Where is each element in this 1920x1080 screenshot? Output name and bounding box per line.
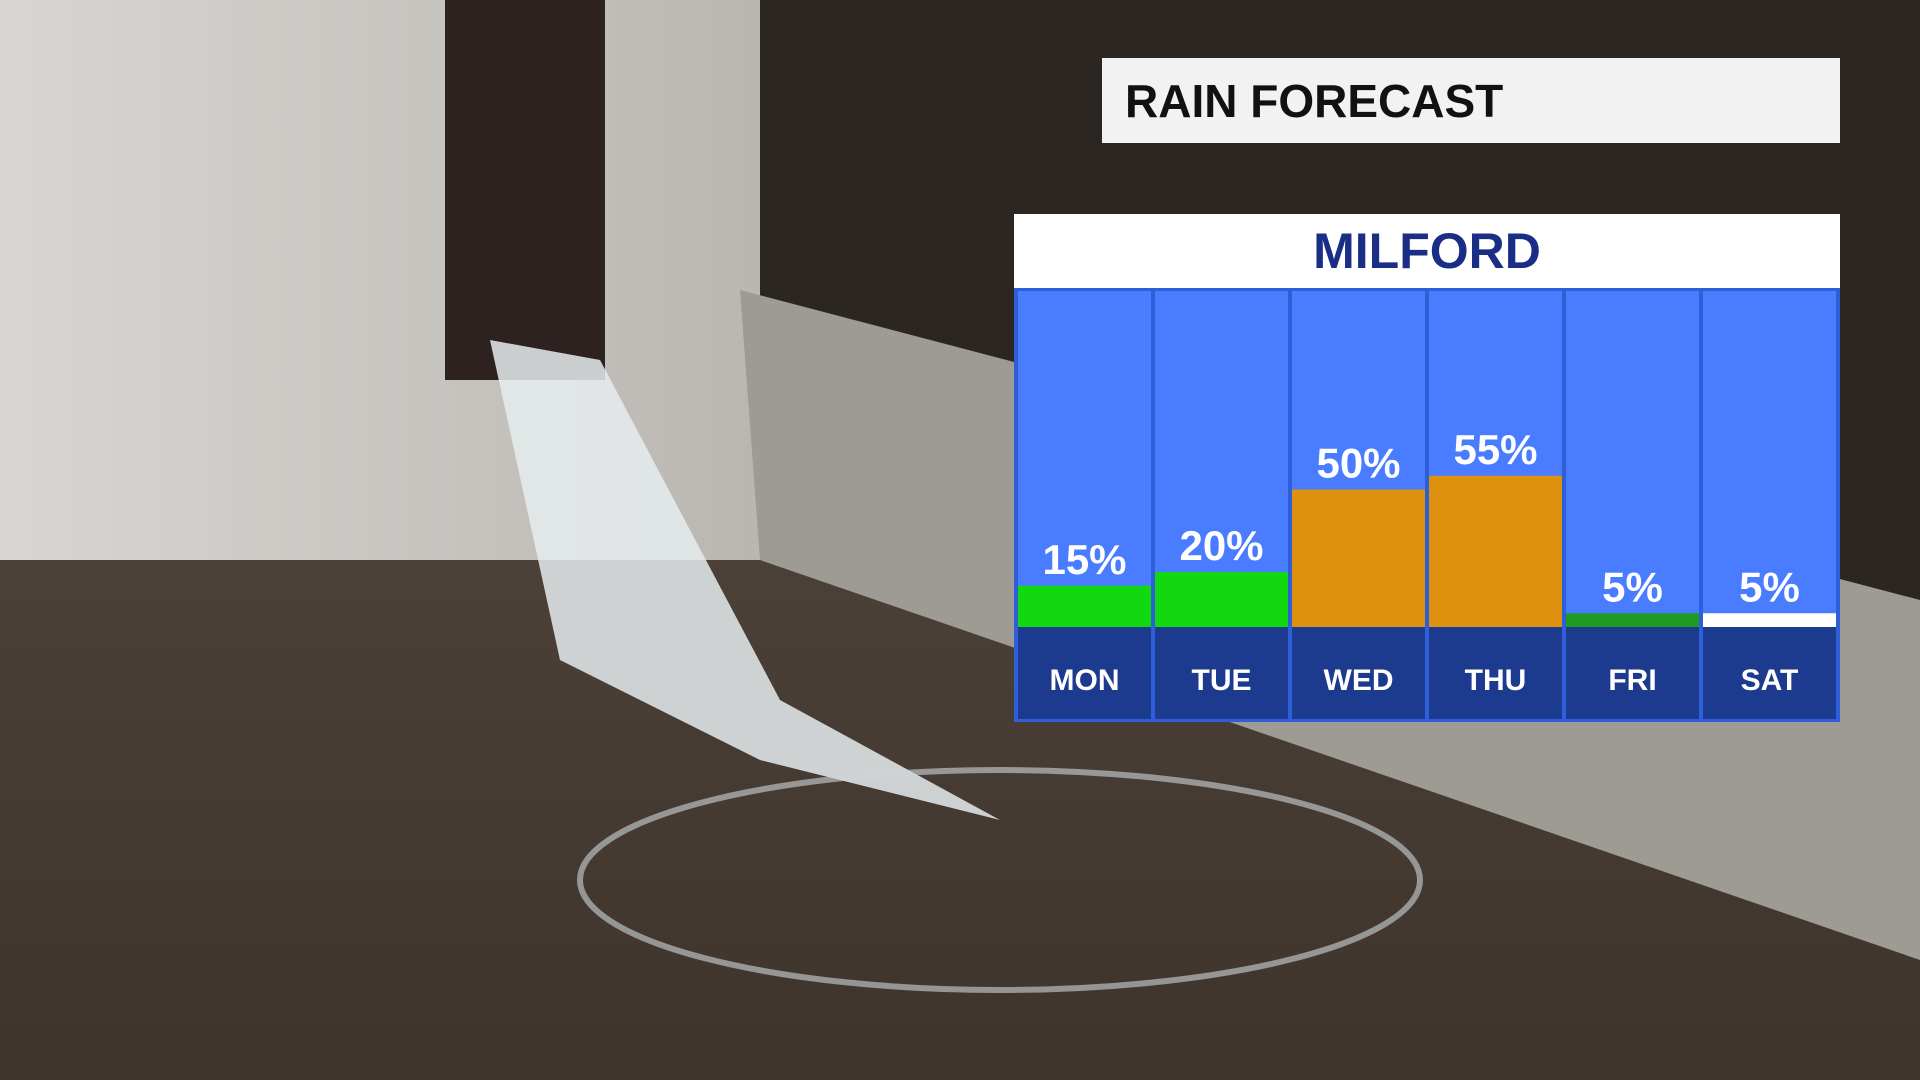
x-tick-label: TUE (1192, 664, 1252, 697)
panel-header (1014, 214, 1840, 288)
day-cell (1429, 627, 1562, 719)
value-label: 55% (1453, 426, 1537, 473)
stone-wall (0, 0, 800, 560)
bar (1703, 613, 1836, 627)
day-cell (1566, 627, 1699, 719)
bar (1429, 475, 1562, 627)
x-tick-label: SAT (1741, 664, 1799, 697)
day-cell (1155, 627, 1288, 719)
value-label: 5% (1739, 563, 1800, 610)
day-cell (1018, 627, 1151, 719)
bar (1018, 585, 1151, 627)
water-ripple (577, 767, 1423, 993)
x-tick-label: WED (1324, 664, 1394, 697)
location-title: MILFORD (1313, 223, 1541, 279)
panel (1014, 214, 1840, 722)
water-splash (490, 340, 1000, 820)
bar (1566, 613, 1699, 627)
columns: 15% MON 20% TUE 50% WED 55% THU 5% FRI 5% SAT (1018, 291, 1836, 719)
value-label: 20% (1179, 522, 1263, 569)
value-label: 5% (1602, 563, 1663, 610)
day-cell (1292, 627, 1425, 719)
downspout (445, 0, 605, 380)
day-cell (1703, 627, 1836, 719)
bar (1155, 572, 1288, 627)
x-tick-label: MON (1050, 664, 1120, 697)
x-tick-label: FRI (1608, 664, 1656, 697)
value-label: 15% (1042, 536, 1126, 583)
value-label: 50% (1316, 440, 1400, 487)
title-box (1102, 58, 1840, 143)
bar (1292, 489, 1425, 627)
chart-title: RAIN FORECAST (1125, 75, 1503, 127)
x-tick-label: THU (1465, 664, 1527, 697)
